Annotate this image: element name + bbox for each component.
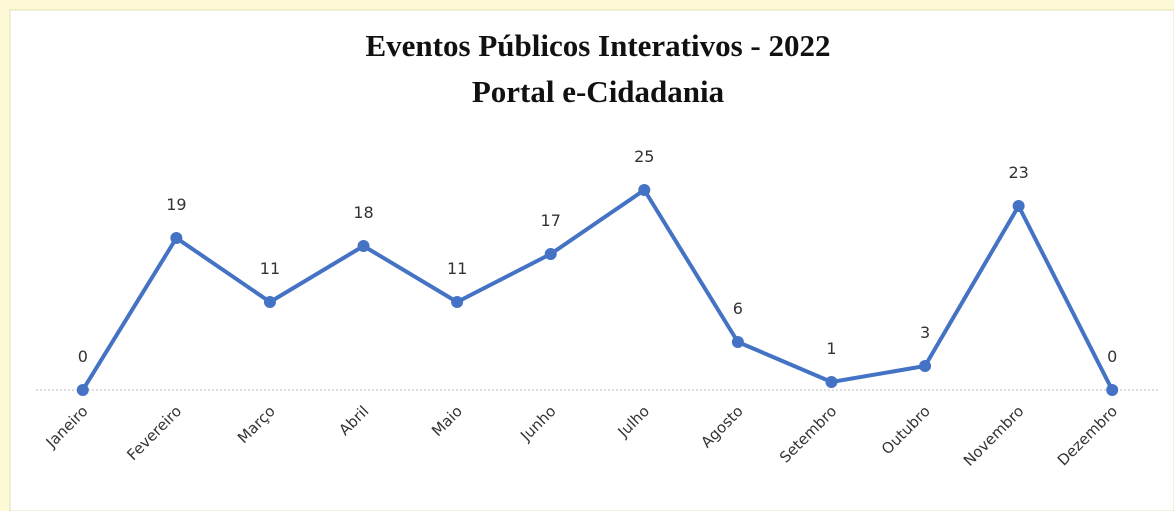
data-label: 17 [541,211,561,230]
data-label: 25 [634,147,654,166]
chart-subtitle: Portal e-Cidadania [472,74,725,109]
chart-title: Eventos Públicos Interativos - 2022 [366,28,831,63]
marker [263,296,276,308]
marker [451,296,464,308]
chart-area [9,9,1174,511]
marker [170,232,183,244]
data-label: 23 [1008,163,1028,182]
marker [638,184,651,196]
data-label: 19 [166,195,186,214]
data-label: 0 [78,347,88,366]
data-label: 18 [353,203,373,222]
marker [825,376,838,388]
marker [357,240,370,252]
data-label: 6 [733,299,743,318]
data-label: 1 [826,339,836,358]
marker [731,336,744,348]
marker [1106,384,1119,396]
line [81,188,1114,392]
marker [919,360,932,372]
marker [76,384,89,396]
data-label: 0 [1107,347,1117,366]
data-label: 3 [920,323,930,342]
marker [1012,200,1025,212]
data-label: 11 [260,259,280,278]
marker [544,248,557,260]
data-label: 11 [447,259,467,278]
